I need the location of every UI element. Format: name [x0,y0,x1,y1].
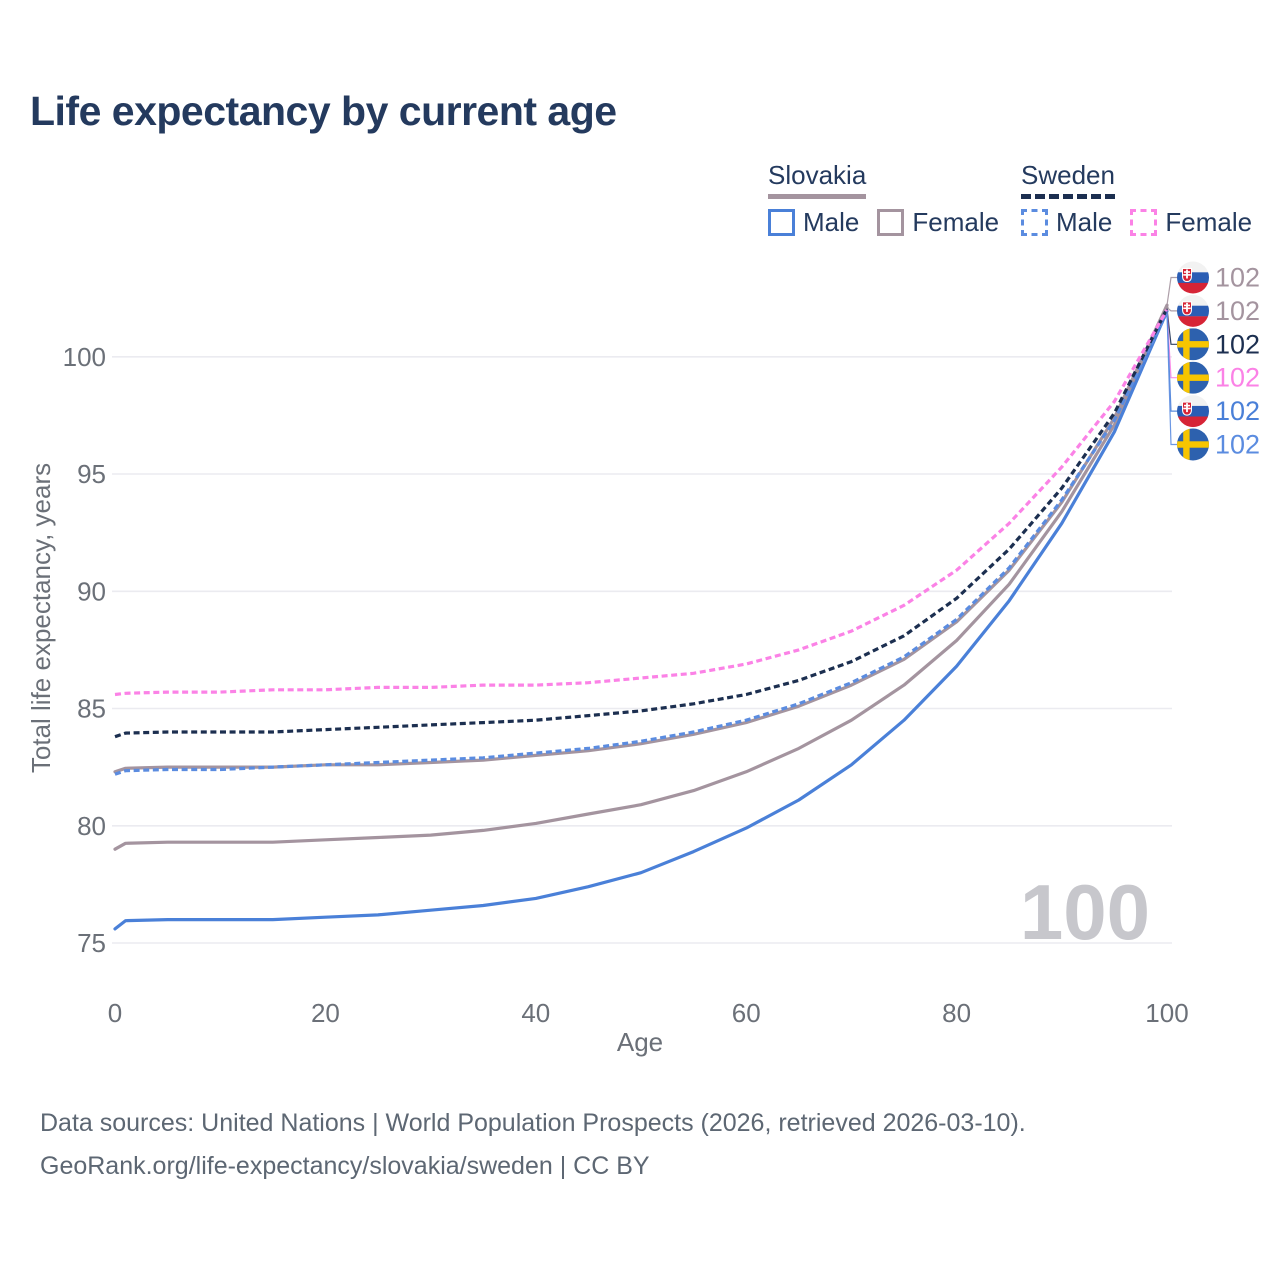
data-sources-line: Data sources: United Nations | World Pop… [40,1109,1026,1137]
line-se-female [114,309,1169,697]
y-axis-title: Total life expectancy, years [26,463,56,773]
legend-label-slovakia-male: Male [803,207,860,237]
x-tick-label: 20 [311,998,340,1028]
chart-footer: Data sources: United Nations | World Pop… [40,1102,1026,1188]
legend-swatch-sweden-female [1130,209,1158,236]
current-age-watermark: 100 [1020,868,1150,956]
end-label-connector [1166,312,1177,446]
y-tick-label: 90 [77,576,106,606]
end-value-label: 102 [1215,296,1260,326]
x-tick-label: 0 [108,998,122,1028]
end-label-connector [1166,276,1177,306]
end-value-label: 102 [1215,263,1260,293]
flag-slovakia-icon [1177,294,1209,327]
y-tick-label: 95 [77,459,106,489]
flag-sweden-icon [1177,328,1209,361]
legend-swatch-slovakia-male [768,209,795,236]
flag-slovakia-icon [1177,261,1209,294]
legend-item-slovakia-female[interactable]: Female [877,207,999,238]
line-sk-male [113,309,1169,931]
end-value-label: 102 [1215,430,1260,460]
end-value-label: 102 [1215,329,1260,359]
legend-swatch-slovakia-female [877,209,905,236]
end-value-label: 102 [1215,396,1260,426]
y-tick-label: 75 [77,928,106,958]
legend-label-slovakia-female: Female [912,207,1000,237]
end-label-connector [1166,307,1177,312]
flag-sweden-icon [1177,361,1209,394]
legend-item-slovakia-male[interactable]: Male [768,207,859,238]
legend-items-sweden: Male Female [1021,207,1252,238]
end-value-label: 102 [1215,363,1260,393]
flag-slovakia-icon [1177,395,1209,428]
flag-sweden-icon [1177,428,1209,461]
x-tick-label: 80 [942,998,971,1028]
legend-items-slovakia: Male Female [768,207,999,238]
y-tick-label: 100 [63,342,106,372]
page-title: Life expectancy by current age [30,88,617,134]
legend-group-sweden: Sweden Male Female [1021,160,1252,238]
line-sk-female [113,303,1169,774]
legend-group-slovakia: Slovakia Male Female [768,160,999,238]
attribution-line: GeoRank.org/life-expectancy/slovakia/swe… [40,1152,650,1180]
x-axis-title: Age [617,1027,663,1057]
legend-country-sweden[interactable]: Sweden [1021,160,1115,199]
y-tick-label: 80 [77,811,106,841]
legend-swatch-sweden-male [1021,209,1048,236]
line-se-male [114,311,1169,776]
legend-label-sweden-male: Male [1056,207,1113,237]
x-tick-label: 40 [521,998,550,1028]
y-tick-label: 85 [77,694,106,724]
legend-country-slovakia[interactable]: Slovakia [768,160,867,199]
legend-item-sweden-male[interactable]: Male [1021,207,1112,238]
legend-item-sweden-female[interactable]: Female [1130,207,1252,238]
end-label-connector [1166,308,1177,345]
x-tick-label: 100 [1145,998,1188,1028]
line-sk-all [113,306,1169,851]
x-tick-label: 60 [732,998,761,1028]
legend-label-sweden-female: Female [1165,207,1253,237]
line-se-all [114,307,1169,739]
